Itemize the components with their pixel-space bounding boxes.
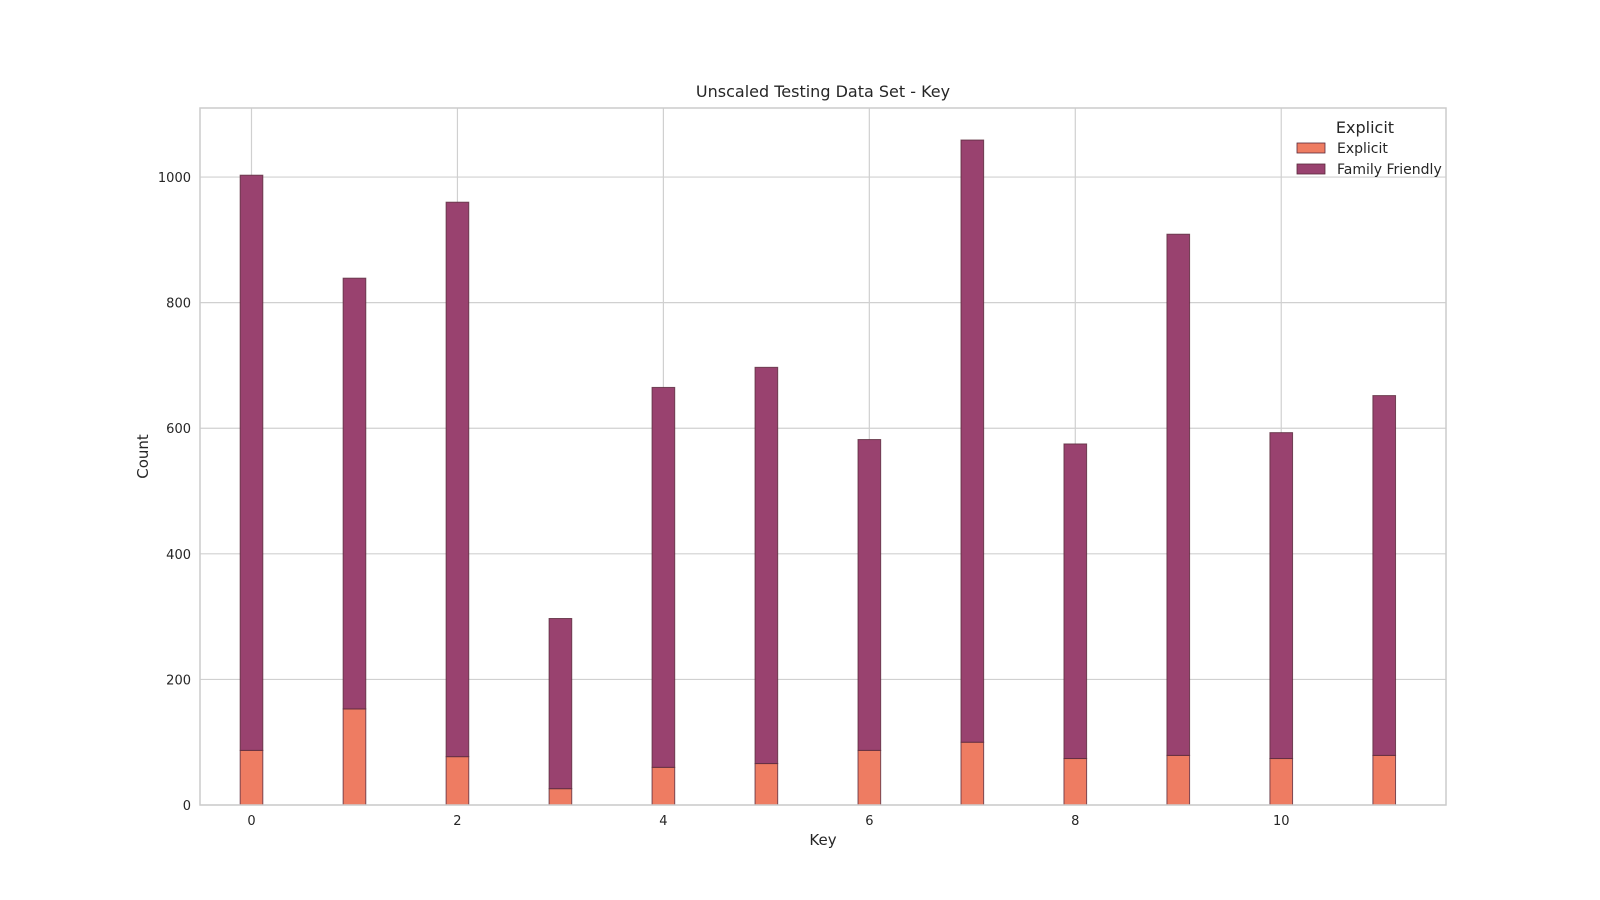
x-tick-label: 0 bbox=[247, 814, 255, 829]
x-tick-label: 4 bbox=[659, 814, 667, 829]
bar-family-friendly bbox=[960, 139, 985, 743]
x-tick-labels: 0 2 4 6 8 10 bbox=[247, 814, 1289, 829]
bar-family-friendly bbox=[1063, 443, 1088, 760]
bar-family-friendly bbox=[342, 277, 367, 710]
legend: Explicit Explicit Family Friendly bbox=[1296, 118, 1442, 178]
bar-explicit bbox=[651, 766, 676, 806]
legend-swatch bbox=[1296, 142, 1326, 154]
y-tick-label: 600 bbox=[166, 422, 191, 437]
y-axis-label: Count bbox=[134, 434, 152, 479]
bar-family-friendly bbox=[651, 386, 676, 768]
x-axis-label: Key bbox=[809, 831, 836, 849]
bar-explicit bbox=[1166, 754, 1191, 806]
bar-explicit bbox=[1372, 754, 1397, 806]
bar-explicit bbox=[1269, 758, 1294, 806]
bar-explicit bbox=[445, 756, 470, 806]
bar-family-friendly bbox=[1372, 395, 1397, 756]
legend-label: Family Friendly bbox=[1337, 162, 1442, 178]
bar-explicit bbox=[960, 741, 985, 806]
bar-family-friendly bbox=[754, 366, 779, 765]
legend-swatch bbox=[1296, 163, 1326, 175]
bar-explicit bbox=[754, 763, 779, 806]
bar-explicit bbox=[342, 708, 367, 806]
bar-explicit bbox=[548, 788, 573, 806]
chart-title: Unscaled Testing Data Set - Key bbox=[696, 82, 950, 101]
plot-frame bbox=[199, 107, 1447, 806]
bar-family-friendly bbox=[239, 174, 264, 751]
legend-title: Explicit bbox=[1336, 118, 1394, 137]
bar-family-friendly bbox=[1166, 233, 1191, 756]
bar-explicit bbox=[239, 749, 264, 806]
bar-family-friendly bbox=[548, 618, 573, 790]
x-tick-label: 2 bbox=[453, 814, 461, 829]
y-tick-label: 200 bbox=[166, 673, 191, 688]
bar-explicit bbox=[857, 749, 882, 806]
bar-explicit bbox=[1063, 758, 1088, 806]
x-tick-label: 8 bbox=[1071, 814, 1079, 829]
x-tick-label: 10 bbox=[1273, 814, 1290, 829]
y-tick-labels: 0 200 400 600 800 1000 bbox=[158, 171, 191, 814]
bar-family-friendly bbox=[1269, 432, 1294, 760]
y-tick-label: 800 bbox=[166, 297, 191, 312]
y-tick-label: 1000 bbox=[158, 171, 191, 186]
legend-items: Explicit Family Friendly bbox=[1296, 141, 1442, 178]
bar-family-friendly bbox=[857, 439, 882, 751]
y-tick-label: 400 bbox=[166, 548, 191, 563]
x-tick-label: 6 bbox=[865, 814, 873, 829]
y-tick-label: 0 bbox=[183, 799, 191, 814]
bar-family-friendly bbox=[445, 201, 470, 758]
legend-label: Explicit bbox=[1337, 141, 1388, 157]
bars bbox=[239, 139, 1397, 806]
grid bbox=[200, 108, 1446, 806]
